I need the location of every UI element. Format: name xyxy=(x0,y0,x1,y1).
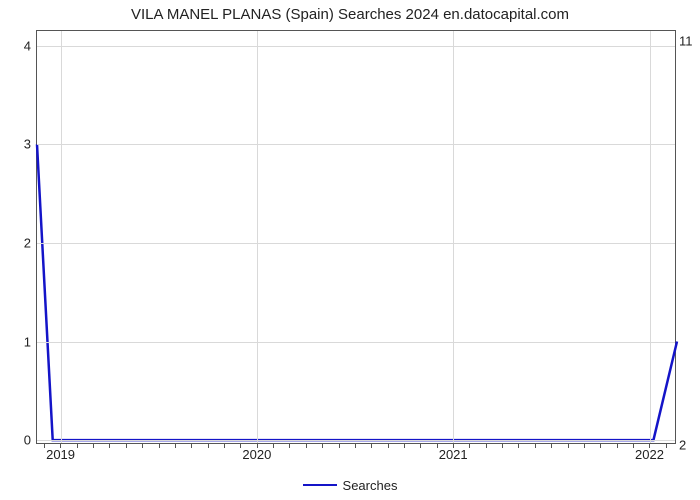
x-minor-tick xyxy=(208,443,209,448)
x-minor-tick xyxy=(518,443,519,448)
gridline-vertical xyxy=(61,31,62,443)
chart-title: VILA MANEL PLANAS (Spain) Searches 2024 … xyxy=(0,6,700,23)
x-minor-tick xyxy=(584,443,585,448)
x-minor-tick xyxy=(44,443,45,448)
chart-container: VILA MANEL PLANAS (Spain) Searches 2024 … xyxy=(0,0,700,500)
x-minor-tick xyxy=(93,443,94,448)
legend-item: Searches xyxy=(303,478,398,493)
x-minor-tick xyxy=(666,443,667,448)
legend: Searches xyxy=(0,474,700,493)
x-minor-tick xyxy=(175,443,176,448)
y2-tick-label: 11 xyxy=(679,33,693,48)
x-tick-label: 2019 xyxy=(46,447,75,462)
legend-swatch xyxy=(303,484,337,486)
legend-label: Searches xyxy=(343,478,398,493)
y-tick-label: 1 xyxy=(24,334,31,349)
x-minor-tick xyxy=(240,443,241,448)
plot-area: 012342019202020212022112 xyxy=(36,30,676,444)
x-minor-tick xyxy=(109,443,110,448)
x-tick-label: 2021 xyxy=(439,447,468,462)
x-minor-tick xyxy=(469,443,470,448)
y-tick-label: 3 xyxy=(24,137,31,152)
x-minor-tick xyxy=(600,443,601,448)
gridline-horizontal xyxy=(37,243,675,244)
x-minor-tick xyxy=(224,443,225,448)
x-minor-tick xyxy=(322,443,323,448)
series-line xyxy=(37,144,677,440)
x-minor-tick xyxy=(502,443,503,448)
x-minor-tick xyxy=(289,443,290,448)
x-minor-tick xyxy=(420,443,421,448)
x-minor-tick xyxy=(159,443,160,448)
x-minor-tick xyxy=(617,443,618,448)
gridline-horizontal xyxy=(37,144,675,145)
x-tick-label: 2022 xyxy=(635,447,664,462)
x-minor-tick xyxy=(273,443,274,448)
gridline-vertical xyxy=(650,31,651,443)
x-minor-tick xyxy=(142,443,143,448)
x-minor-tick xyxy=(535,443,536,448)
x-minor-tick xyxy=(191,443,192,448)
x-minor-tick xyxy=(339,443,340,448)
x-minor-tick xyxy=(404,443,405,448)
x-minor-tick xyxy=(126,443,127,448)
y-tick-label: 0 xyxy=(24,433,31,448)
x-minor-tick xyxy=(371,443,372,448)
x-tick-label: 2020 xyxy=(242,447,271,462)
gridline-vertical xyxy=(257,31,258,443)
x-minor-tick xyxy=(551,443,552,448)
x-minor-tick xyxy=(486,443,487,448)
gridline-horizontal xyxy=(37,46,675,47)
y-tick-label: 4 xyxy=(24,38,31,53)
line-series xyxy=(37,31,677,445)
x-minor-tick xyxy=(306,443,307,448)
gridline-horizontal xyxy=(37,440,675,441)
x-minor-tick xyxy=(437,443,438,448)
gridline-vertical xyxy=(453,31,454,443)
y2-tick-label: 2 xyxy=(679,438,686,453)
y-tick-label: 2 xyxy=(24,235,31,250)
x-minor-tick xyxy=(77,443,78,448)
x-minor-tick xyxy=(568,443,569,448)
x-minor-tick xyxy=(355,443,356,448)
x-minor-tick xyxy=(388,443,389,448)
gridline-horizontal xyxy=(37,342,675,343)
x-minor-tick xyxy=(633,443,634,448)
